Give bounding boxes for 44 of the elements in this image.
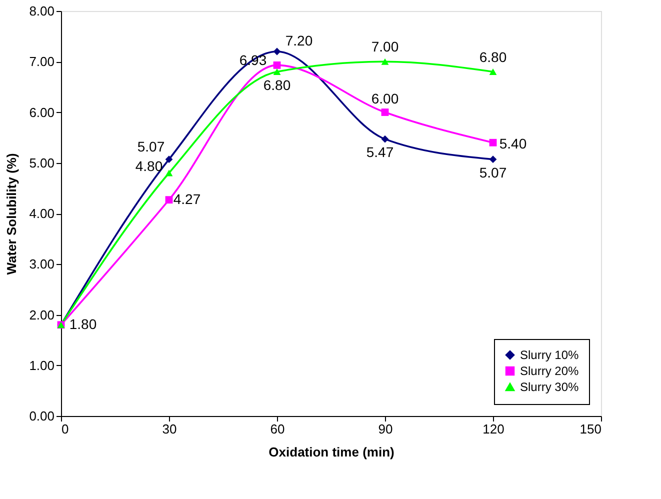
point [381, 108, 389, 116]
y-tick-label: 3.00 [29, 256, 54, 272]
data-label: 1.80 [69, 316, 97, 332]
y-tick-label: 0.00 [29, 408, 54, 424]
y-tick-label: 6.00 [29, 104, 54, 120]
data-label: 7.20 [285, 32, 313, 48]
point [165, 196, 173, 204]
data-label: 6.80 [479, 48, 507, 65]
x-tick-label: 150 [580, 422, 602, 436]
point [489, 156, 497, 164]
legend-label: Slurry 20% [520, 364, 580, 378]
x-tick-label: 30 [162, 422, 177, 436]
data-label: 5.40 [499, 136, 527, 152]
legend-label: Slurry 30% [520, 380, 580, 394]
data-label: 4.27 [173, 190, 201, 207]
x-tick-label: 60 [270, 422, 285, 436]
data-label: 5.07 [479, 164, 507, 180]
point [381, 135, 389, 143]
point [489, 138, 497, 146]
x-tick-label: 90 [378, 422, 393, 436]
y-tick-label: 5.00 [29, 155, 54, 170]
data-label: 7.00 [371, 38, 399, 55]
x-tick-label: 0 [62, 422, 69, 436]
y-tick-label: 4.00 [29, 206, 54, 221]
y-tick-label: 1.00 [29, 358, 54, 373]
point [273, 61, 281, 69]
point [489, 68, 497, 75]
point [273, 48, 281, 56]
legend-label: Slurry 10% [520, 348, 580, 362]
point [381, 58, 389, 65]
x-axis-title: Oxidation time (min) [268, 444, 394, 460]
x-tick-label: 120 [482, 422, 504, 436]
data-label: 6.80 [263, 76, 291, 93]
y-tick-label: 7.00 [29, 54, 54, 70]
point [165, 156, 173, 164]
y-tick-label: 8.00 [29, 4, 54, 18]
data-label: 6.00 [371, 90, 399, 106]
point [273, 68, 281, 75]
data-label: 4.80 [135, 158, 163, 174]
data-label: 5.47 [366, 144, 394, 160]
data-label: 5.07 [137, 138, 165, 154]
y-axis-title: Water Solubility (%) [4, 153, 20, 275]
y-tick-label: 2.00 [29, 307, 54, 322]
point [165, 170, 173, 176]
